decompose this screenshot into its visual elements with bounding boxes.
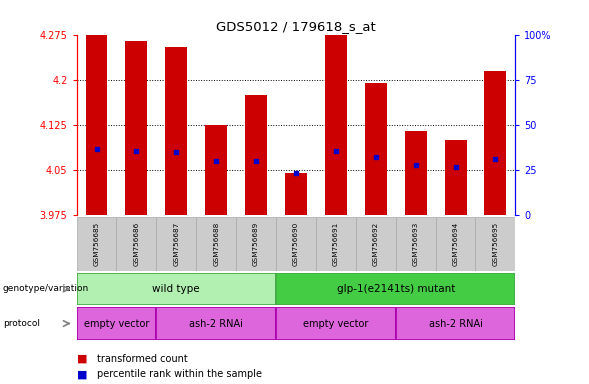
Text: genotype/variation: genotype/variation bbox=[3, 285, 89, 293]
Bar bbox=[236, 217, 276, 271]
Text: percentile rank within the sample: percentile rank within the sample bbox=[97, 369, 262, 379]
Text: GSM756695: GSM756695 bbox=[492, 222, 498, 266]
Text: ash-2 RNAi: ash-2 RNAi bbox=[189, 318, 243, 329]
Bar bbox=[405, 131, 426, 215]
Text: empty vector: empty vector bbox=[84, 318, 149, 329]
Bar bbox=[276, 217, 316, 271]
Text: GSM756692: GSM756692 bbox=[373, 222, 379, 266]
Text: ■: ■ bbox=[77, 369, 87, 379]
Text: GSM756685: GSM756685 bbox=[94, 222, 100, 266]
Text: wild type: wild type bbox=[153, 284, 200, 294]
Bar bbox=[117, 217, 156, 271]
Text: GSM756691: GSM756691 bbox=[333, 222, 339, 266]
Text: GSM756686: GSM756686 bbox=[133, 222, 140, 266]
Text: empty vector: empty vector bbox=[303, 318, 369, 329]
Bar bbox=[77, 307, 156, 340]
Bar bbox=[445, 140, 466, 215]
Bar bbox=[166, 46, 187, 215]
Bar bbox=[77, 273, 276, 305]
Text: GSM756687: GSM756687 bbox=[173, 222, 179, 266]
Text: GSM756690: GSM756690 bbox=[293, 222, 299, 266]
Bar bbox=[85, 35, 107, 215]
Text: protocol: protocol bbox=[3, 319, 40, 328]
Bar bbox=[77, 217, 117, 271]
Bar bbox=[396, 307, 515, 340]
Bar bbox=[125, 41, 147, 215]
Bar bbox=[396, 217, 436, 271]
Text: GSM756688: GSM756688 bbox=[213, 222, 219, 266]
Bar bbox=[276, 307, 396, 340]
Bar bbox=[365, 83, 387, 215]
Bar bbox=[316, 217, 356, 271]
Bar bbox=[276, 273, 515, 305]
Text: ■: ■ bbox=[77, 354, 87, 364]
Bar bbox=[245, 95, 267, 215]
Text: GSM756689: GSM756689 bbox=[253, 222, 259, 266]
Bar bbox=[156, 307, 276, 340]
Bar bbox=[475, 217, 515, 271]
Text: GSM756694: GSM756694 bbox=[452, 222, 459, 266]
Text: GSM756693: GSM756693 bbox=[413, 222, 419, 266]
Text: glp-1(e2141ts) mutant: glp-1(e2141ts) mutant bbox=[336, 284, 455, 294]
Bar bbox=[285, 173, 307, 215]
Bar bbox=[196, 217, 236, 271]
Text: transformed count: transformed count bbox=[97, 354, 188, 364]
Text: ash-2 RNAi: ash-2 RNAi bbox=[429, 318, 482, 329]
Bar bbox=[436, 217, 475, 271]
Title: GDS5012 / 179618_s_at: GDS5012 / 179618_s_at bbox=[216, 20, 376, 33]
Bar bbox=[356, 217, 396, 271]
Bar bbox=[205, 125, 227, 215]
Bar bbox=[325, 35, 347, 215]
Bar bbox=[485, 71, 507, 215]
Bar bbox=[156, 217, 196, 271]
